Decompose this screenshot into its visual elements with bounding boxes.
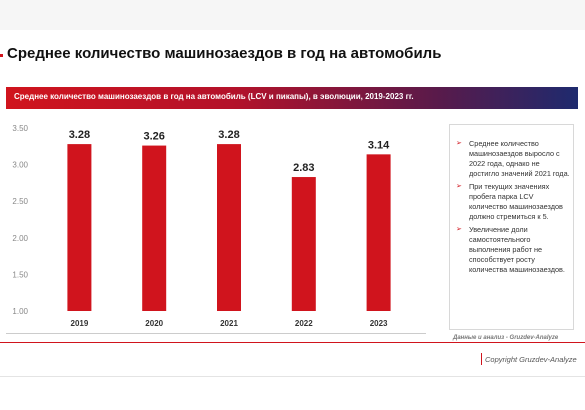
y-tick-label: 1.00 <box>12 307 28 316</box>
bar-value-label: 3.28 <box>218 129 239 141</box>
insight-text: Среднее количество машинозаездов выросло… <box>469 139 570 178</box>
y-tick-label: 2.50 <box>12 197 28 206</box>
bar-2022 <box>291 177 316 311</box>
insights-list: ➢ Среднее количество машинозаездов выросл… <box>456 139 572 278</box>
bar-value-label: 3.28 <box>69 129 90 141</box>
insights-panel: ➢ Среднее количество машинозаездов выросл… <box>449 124 574 330</box>
bar-value-label: 3.14 <box>368 139 390 151</box>
copyright-text: Copyright Gruzdev-Analyze <box>485 355 577 364</box>
insight-item: ➢ Увеличение доли самостоятельного выполн… <box>456 225 572 275</box>
y-tick-label: 2.00 <box>12 234 28 243</box>
x-category-label: 2021 <box>220 319 238 328</box>
copyright-accent <box>481 353 482 365</box>
title-accent-mark <box>0 54 3 57</box>
arrow-bullet-icon: ➢ <box>456 226 462 233</box>
footer-separator <box>0 376 585 377</box>
chart-area: 3.50 3.00 2.50 2.00 1.50 1.00 3.28 2019 3.26 2020… <box>6 112 426 334</box>
bar-2020 <box>142 145 167 311</box>
insight-item: ➢ При текущих значениях пробега парка LCV… <box>456 182 572 222</box>
bar-chart: 3.50 3.00 2.50 2.00 1.50 1.00 3.28 2019 3.26 2020… <box>12 124 391 328</box>
top-band <box>0 0 585 30</box>
x-category-label: 2023 <box>370 319 388 328</box>
insight-item: ➢ Среднее количество машинозаездов выросл… <box>456 139 572 179</box>
x-category-label: 2019 <box>71 319 89 328</box>
x-category-label: 2022 <box>295 319 313 328</box>
page-title: Среднее количество машинозаездов в год н… <box>7 45 442 62</box>
source-note: Данные и анализ - Gruzdev-Analyze <box>453 335 559 341</box>
arrow-bullet-icon: ➢ <box>456 140 462 147</box>
y-tick-label: 3.00 <box>12 161 28 170</box>
footer-red-rule <box>0 342 585 343</box>
bar-2021 <box>217 144 241 311</box>
y-tick-label: 1.50 <box>12 270 28 279</box>
arrow-bullet-icon: ➢ <box>456 183 462 190</box>
bar-2023 <box>366 154 391 311</box>
y-tick-label: 3.50 <box>12 124 28 133</box>
bar-2019 <box>67 144 92 311</box>
x-category-label: 2020 <box>145 319 163 328</box>
insight-text: Увеличение доли самостоятельного выполне… <box>469 225 565 274</box>
bar-value-label: 2.83 <box>293 162 314 174</box>
insight-text: При текущих значениях пробега парка LCV … <box>469 182 563 221</box>
chart-banner: Среднее количество машинозаездов в год н… <box>6 87 578 109</box>
bar-value-label: 3.26 <box>143 131 164 143</box>
chart-banner-title: Среднее количество машинозаездов в год н… <box>14 92 414 101</box>
